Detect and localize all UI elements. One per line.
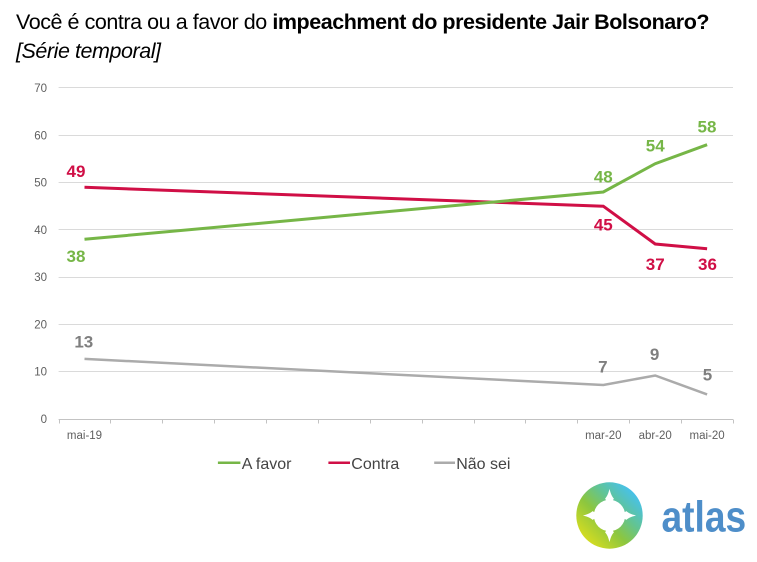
svg-text:38: 38 [67,247,86,266]
svg-text:40: 40 [34,225,47,237]
svg-text:60: 60 [34,130,47,142]
svg-text:48: 48 [594,168,613,187]
svg-text:20: 20 [34,319,47,331]
svg-text:0: 0 [41,414,47,426]
svg-text:50: 50 [34,178,47,190]
svg-text:58: 58 [698,117,717,136]
svg-text:Contra: Contra [351,456,399,473]
svg-text:5: 5 [703,366,712,385]
svg-text:45: 45 [594,216,613,235]
svg-text:54: 54 [646,137,665,156]
svg-text:mai-20: mai-20 [690,430,725,442]
svg-text:10: 10 [34,367,47,379]
svg-text:49: 49 [67,162,86,181]
svg-text:A favor: A favor [242,456,292,473]
svg-text:13: 13 [74,333,93,352]
svg-text:9: 9 [650,345,659,364]
svg-text:Não sei: Não sei [456,456,510,473]
svg-text:mai-19: mai-19 [67,430,102,442]
svg-text:36: 36 [698,255,717,274]
svg-text:atlas: atlas [662,492,747,542]
svg-text:mar-20: mar-20 [585,430,621,442]
svg-text:7: 7 [598,358,607,377]
svg-text:37: 37 [646,255,665,274]
svg-text:70: 70 [34,83,47,95]
svg-text:30: 30 [34,272,47,284]
svg-text:abr-20: abr-20 [639,430,672,442]
